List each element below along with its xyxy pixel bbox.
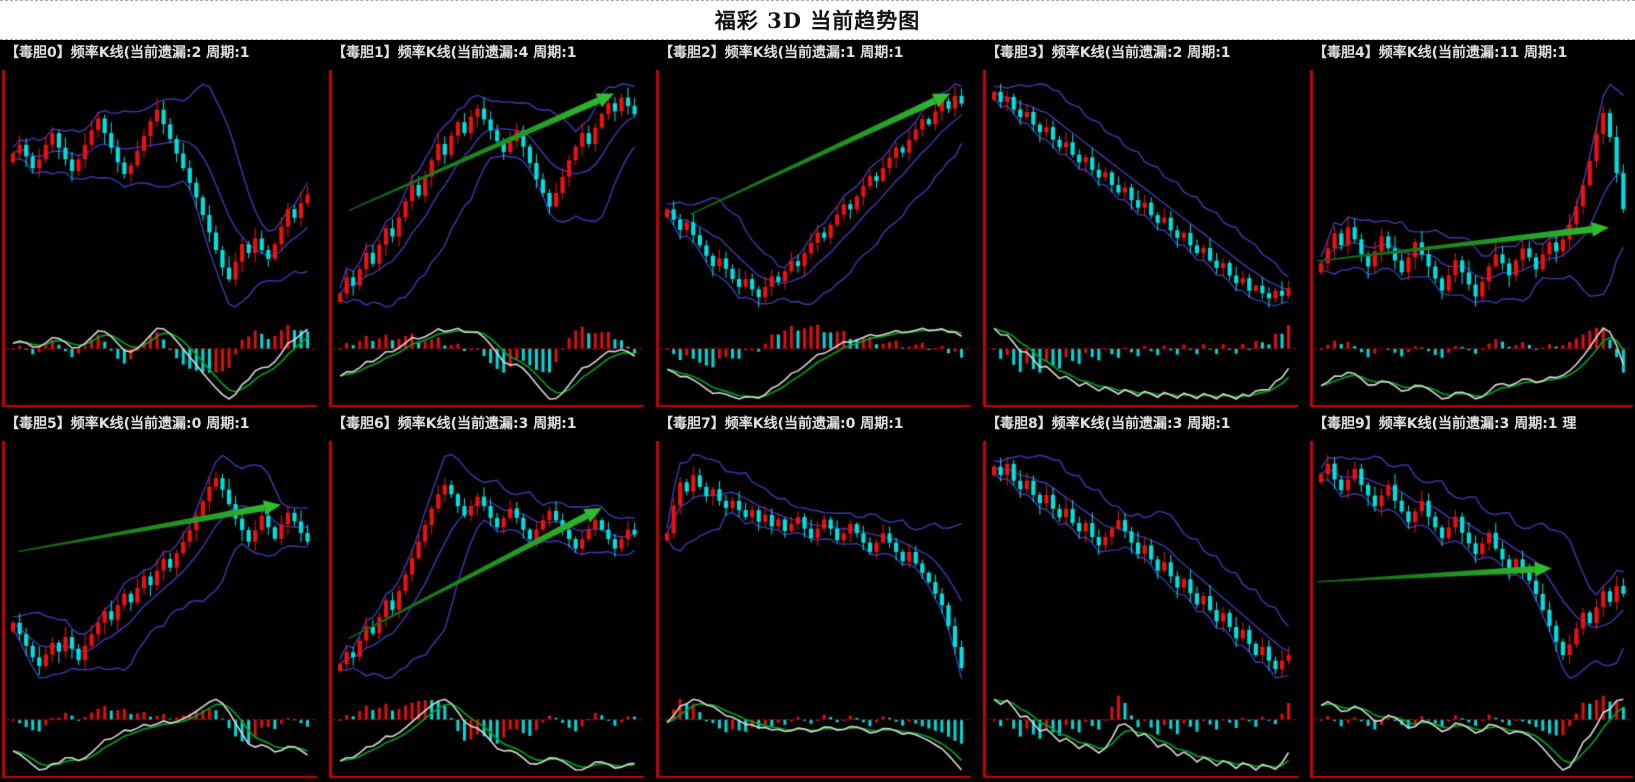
panel-header: 【毒胆5】频率K线(当前遗漏:0 周期:1 xyxy=(5,416,250,432)
kline-chart-canvas xyxy=(327,437,654,782)
panel-header: 【毒胆9】频率K线(当前遗漏:3 周期:1 理 xyxy=(1313,416,1577,432)
panel-header: 【毒胆3】频率K线(当前遗漏:2 周期:1 xyxy=(986,45,1231,61)
panel-header: 【毒胆4】频率K线(当前遗漏:11 周期:1 xyxy=(1313,45,1568,61)
panel-header: 【毒胆6】频率K线(当前遗漏:3 周期:1 xyxy=(332,416,577,432)
kline-panel-4: 【毒胆4】频率K线(当前遗漏:11 周期:1 xyxy=(1308,40,1635,411)
kline-chart-canvas xyxy=(654,437,981,782)
panel-header: 【毒胆8】频率K线(当前遗漏:3 周期:1 xyxy=(986,416,1231,432)
kline-panel-2: 【毒胆2】频率K线(当前遗漏:1 周期:1 xyxy=(654,40,981,411)
page-title: 福彩 3D 当前趋势图 xyxy=(714,8,921,33)
kline-chart-canvas xyxy=(1308,437,1635,782)
panel-header: 【毒胆1】频率K线(当前遗漏:4 周期:1 xyxy=(332,45,577,61)
kline-chart-canvas xyxy=(0,66,327,411)
panel-header: 【毒胆7】频率K线(当前遗漏:0 周期:1 xyxy=(659,416,904,432)
charts-grid: 【毒胆0】频率K线(当前遗漏:2 周期:1 【毒胆1】频率K线(当前遗漏:4 周… xyxy=(0,40,1635,782)
kline-panel-3: 【毒胆3】频率K线(当前遗漏:2 周期:1 xyxy=(981,40,1308,411)
kline-panel-9: 【毒胆9】频率K线(当前遗漏:3 周期:1 理 xyxy=(1308,411,1635,782)
kline-panel-0: 【毒胆0】频率K线(当前遗漏:2 周期:1 xyxy=(0,40,327,411)
kline-chart-canvas xyxy=(327,66,654,411)
kline-panel-5: 【毒胆5】频率K线(当前遗漏:0 周期:1 xyxy=(0,411,327,782)
kline-chart-canvas xyxy=(0,437,327,782)
kline-panel-6: 【毒胆6】频率K线(当前遗漏:3 周期:1 xyxy=(327,411,654,782)
kline-chart-canvas xyxy=(1308,66,1635,411)
kline-panel-7: 【毒胆7】频率K线(当前遗漏:0 周期:1 xyxy=(654,411,981,782)
kline-panel-8: 【毒胆8】频率K线(当前遗漏:3 周期:1 xyxy=(981,411,1308,782)
kline-panel-1: 【毒胆1】频率K线(当前遗漏:4 周期:1 xyxy=(327,40,654,411)
kline-chart-canvas xyxy=(981,66,1308,411)
kline-chart-canvas xyxy=(654,66,981,411)
title-bar: 福彩 3D 当前趋势图 xyxy=(0,0,1635,40)
panel-header: 【毒胆0】频率K线(当前遗漏:2 周期:1 xyxy=(5,45,250,61)
panel-header: 【毒胆2】频率K线(当前遗漏:1 周期:1 xyxy=(659,45,904,61)
kline-chart-canvas xyxy=(981,437,1308,782)
